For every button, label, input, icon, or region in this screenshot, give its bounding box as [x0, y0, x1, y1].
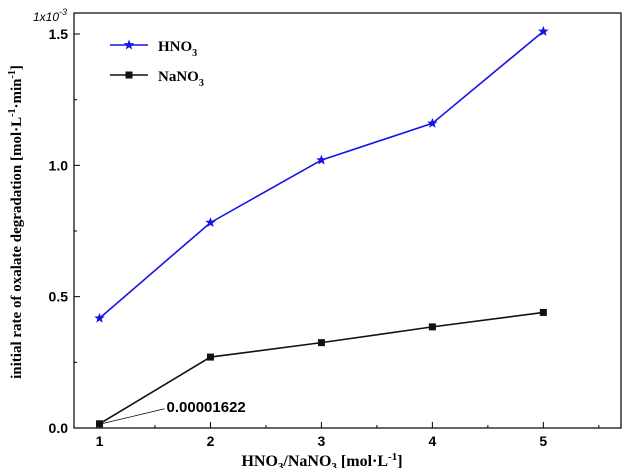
y-multiplier: 1x10-3 [33, 7, 67, 24]
square-marker [96, 420, 104, 428]
square-marker [539, 308, 547, 316]
y-axis-label: initial rate of oxalate degradation [mol… [7, 65, 25, 379]
star-marker [205, 217, 216, 228]
x-tick-label: 5 [539, 433, 547, 449]
square-marker [206, 353, 214, 361]
x-tick-label: 3 [318, 433, 326, 449]
x-tick-label: 2 [207, 433, 215, 449]
y-tick-label: 0.5 [49, 289, 69, 305]
star-marker [427, 117, 438, 128]
y-tick-label: 1.0 [49, 157, 69, 173]
square-marker [317, 339, 325, 347]
legend-label-nano3: NaNO3 [158, 69, 204, 89]
plot-frame [73, 12, 622, 429]
legend: HNO3 NaNO3 [110, 39, 204, 89]
x-tick-label: 1 [96, 433, 104, 449]
legend-square-marker [125, 71, 133, 79]
star-marker [316, 154, 327, 165]
star-marker [538, 25, 549, 36]
legend-label-hno3: HNO3 [158, 39, 197, 59]
legend-item-nano3: NaNO3 [110, 69, 204, 89]
annotation-leader [101, 408, 165, 425]
annotation-label: 0.00001622 [167, 399, 246, 416]
star-marker [94, 312, 105, 323]
y-tick-label: 1.5 [49, 26, 69, 42]
square-marker [428, 323, 436, 331]
y-tick-label: 0.0 [49, 420, 69, 436]
x-axis-label: HNO3/NaNO3 [mol·L-1] [241, 451, 402, 468]
legend-item-hno3: HNO3 [110, 39, 197, 59]
x-tick-label: 4 [428, 433, 436, 449]
legend-star-marker [123, 39, 135, 50]
